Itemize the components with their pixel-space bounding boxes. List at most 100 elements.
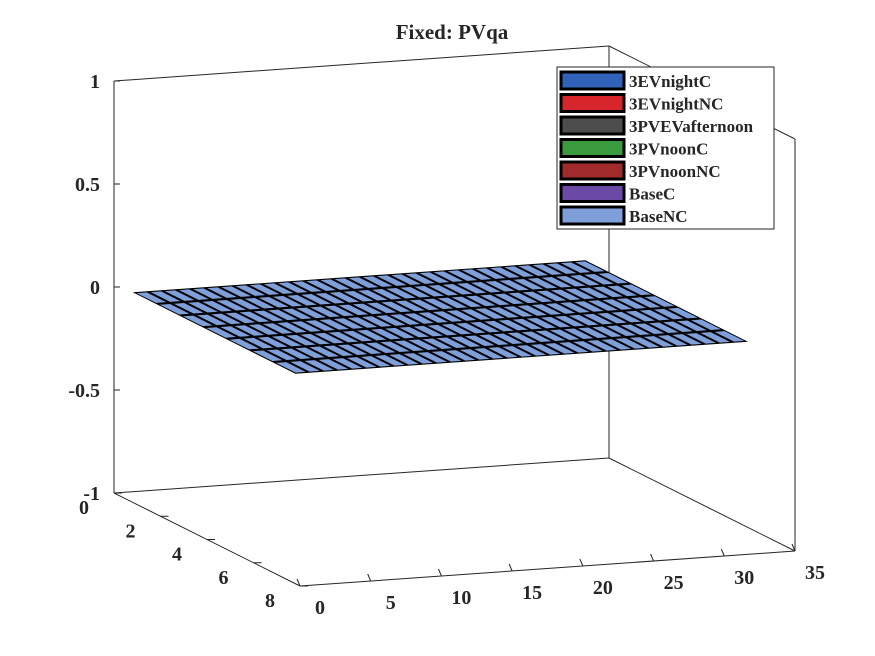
- bar-3PVnoonC-8: [305, 320, 335, 331]
- bar-3PVnoonC-6: [277, 322, 307, 333]
- bar-3PVnoonC-2: [220, 326, 251, 337]
- bar-3PVnoonNC-30: [639, 309, 670, 321]
- z-tick-label: 0: [90, 277, 100, 299]
- chart-title: Fixed: PVqa: [396, 20, 509, 44]
- bar-BaseNC-18: [516, 345, 547, 356]
- bar-BaseNC-12: [431, 351, 462, 362]
- bar-3PVnoonC-19: [460, 309, 491, 320]
- bar-3EVnightC-26: [490, 267, 520, 278]
- bar-3EVnightC-3: [164, 290, 195, 301]
- y-tick-label: 2: [126, 520, 136, 542]
- bar-3EVnightC-12: [292, 281, 322, 292]
- bar-3PVnoonNC-29: [625, 310, 656, 322]
- bar-BaseC-23: [563, 328, 594, 339]
- bar-3PVnoonC-31: [630, 297, 661, 308]
- legend-label-3EVnightNC: 3EVnightNC: [629, 95, 723, 114]
- bar-3EVnightNC-17: [386, 288, 416, 299]
- bar-3EVnightNC-22: [456, 283, 487, 294]
- bar-3EVnightC-6: [207, 287, 237, 298]
- bar-3PVEVafternoon-9: [296, 307, 326, 319]
- z-tick-label: -0.5: [68, 380, 100, 402]
- bar-BaseC-2: [266, 349, 297, 360]
- bar-3PVnoonC-3: [234, 325, 265, 336]
- bar-3EVnightNC-12: [315, 293, 346, 304]
- bar-3EVnightNC-29: [555, 276, 586, 287]
- bar-3PVnoonC-30: [616, 298, 647, 309]
- bar-3EVnightC-5: [193, 288, 223, 299]
- bar-3PVnoonNC-9: [342, 330, 373, 342]
- bar-BaseNC-7: [360, 356, 391, 367]
- bar-3PVEVafternoon-25: [522, 291, 553, 303]
- bar-BaseC-20: [521, 331, 552, 342]
- bar-3PVnoonNC-21: [512, 318, 543, 330]
- bar-3PVnoonC-28: [588, 300, 618, 311]
- bar-BaseC-9: [365, 342, 396, 353]
- bar-BaseC-16: [464, 335, 495, 346]
- bar-3EVnightC-19: [391, 274, 421, 285]
- z-tick-label: -1: [83, 483, 100, 505]
- bar-3EVnightNC-30: [569, 275, 600, 286]
- bar-3PVEVafternoon-1: [183, 315, 213, 327]
- bar-BaseC-32: [691, 319, 721, 330]
- bar-3PVEVafternoon-16: [395, 300, 425, 312]
- bar-BaseNC-31: [700, 332, 730, 343]
- bar-3PVEVafternoon-28: [564, 288, 595, 300]
- bar-BaseNC-30: [686, 333, 716, 344]
- y-tick-label: 8: [265, 590, 275, 612]
- bar-3EVnightNC-2: [173, 303, 204, 314]
- bar-3EVnightC-23: [447, 270, 478, 281]
- bar-3EVnightNC-27: [527, 278, 558, 289]
- bar-BaseNC-1: [276, 362, 306, 373]
- bar-3PVnoonNC-7: [314, 332, 345, 344]
- x-tick-mark: [791, 543, 796, 552]
- bar-3EVnightNC-9: [272, 296, 303, 307]
- y-tick-label: 6: [219, 567, 229, 589]
- bar-3EVnightNC-8: [258, 297, 289, 308]
- bar-3EVnightNC-24: [485, 281, 515, 292]
- bar-3PVnoonNC-22: [526, 317, 557, 329]
- bar-3PVnoonC-13: [376, 315, 406, 326]
- bar-3PVEVafternoon-31: [607, 285, 637, 297]
- bar-BaseC-12: [408, 339, 439, 350]
- bar-3PVEVafternoon-27: [550, 289, 581, 301]
- bar-BaseNC-10: [403, 353, 433, 364]
- bar-3PVnoonNC-15: [427, 324, 458, 336]
- bar-3EVnightNC-13: [329, 292, 360, 303]
- bar-BaseNC-5: [332, 358, 363, 369]
- bar-3PVEVafternoon-23: [494, 293, 524, 305]
- bar-3PVnoonC-23: [517, 305, 548, 316]
- bar-BaseNC-2: [290, 361, 320, 372]
- bar-3EVnightC-25: [476, 268, 506, 279]
- bar-3EVnightNC-15: [357, 290, 388, 301]
- bar-3PVnoonNC-11: [371, 328, 401, 340]
- bar-BaseC-24: [578, 327, 608, 338]
- bar-3PVnoonC-24: [531, 304, 562, 315]
- bar-3EVnightNC-19: [414, 286, 445, 297]
- bar-3PVEVafternoon-5: [239, 311, 270, 323]
- bar-BaseC-21: [535, 330, 566, 341]
- z-tick-label: 1: [90, 71, 100, 93]
- bar-3PVnoonNC-23: [540, 316, 571, 328]
- bar-BaseC-31: [677, 320, 707, 331]
- bar-3PVnoonNC-10: [356, 329, 387, 341]
- bar-3EVnightNC-26: [513, 279, 544, 290]
- axis-line: [113, 457, 610, 494]
- legend-label-3PVnoonNC: 3PVnoonNC: [629, 162, 721, 181]
- bar-3EVnightNC-23: [470, 282, 501, 293]
- legend-swatch-3PVEVafternoon: [559, 115, 626, 136]
- bar-3EVnightNC-6: [230, 299, 261, 310]
- bar-BaseC-3: [281, 348, 311, 359]
- bar-3PVnoonNC-16: [441, 323, 472, 335]
- bar-3EVnightNC-14: [343, 291, 374, 302]
- bar-3PVnoonC-10: [333, 318, 364, 329]
- bar-3PVEVafternoon-22: [480, 294, 510, 306]
- bar-3EVnightNC-28: [541, 277, 572, 288]
- legend-label-BaseC: BaseC: [629, 185, 675, 204]
- bar-BaseNC-29: [672, 334, 702, 345]
- bar-3PVnoonC-22: [503, 306, 533, 317]
- bar-3PVEVafternoon-11: [324, 305, 355, 317]
- bar-surface: [132, 260, 748, 374]
- bar-3PVnoonNC-17: [455, 322, 486, 334]
